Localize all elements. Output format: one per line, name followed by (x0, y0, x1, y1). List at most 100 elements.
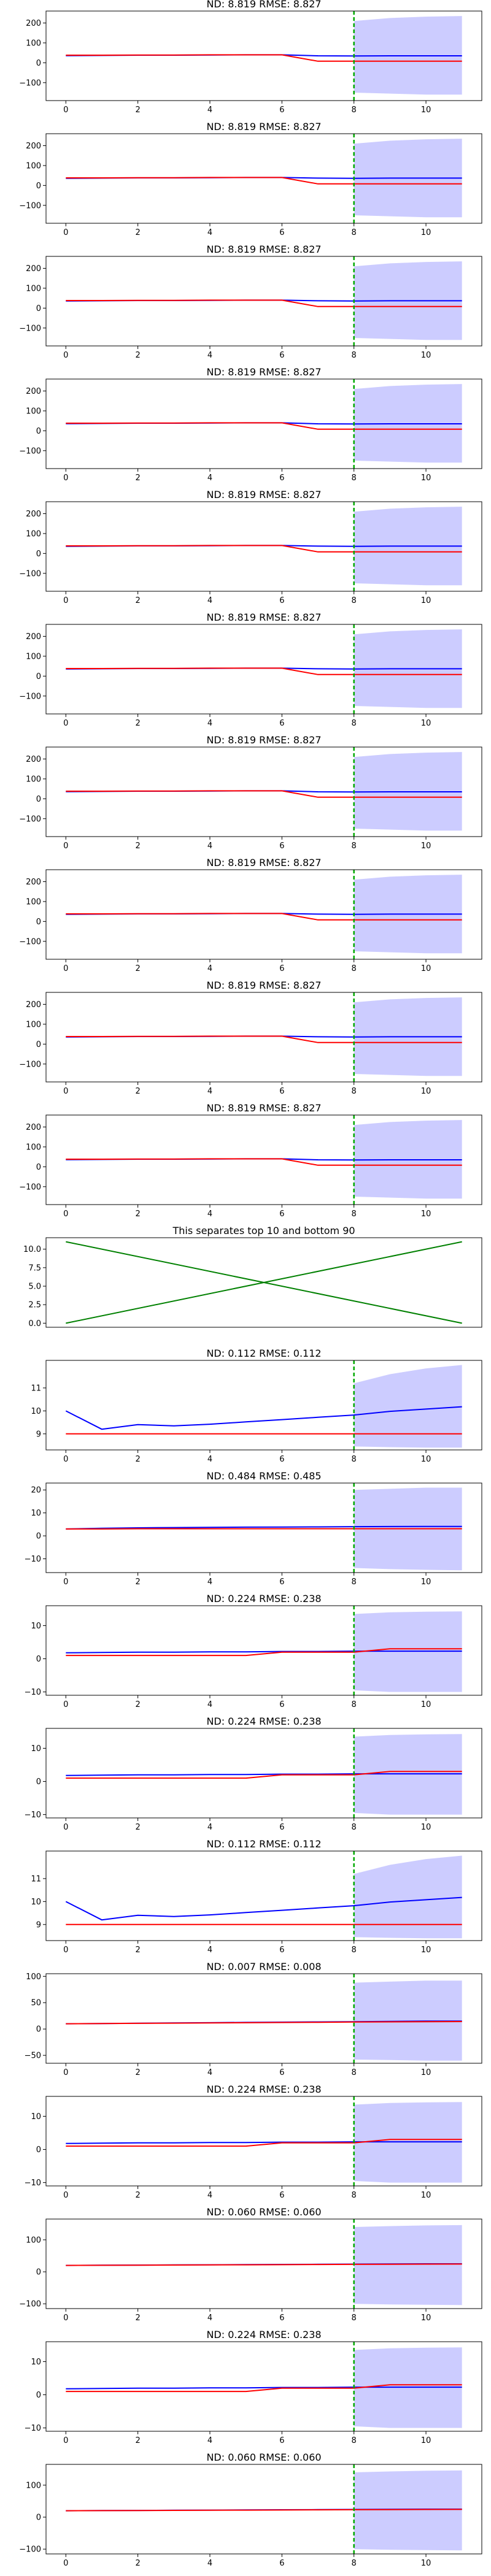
series-line-2 (66, 2021, 462, 2025)
axes-frame (45, 869, 482, 960)
x-tick-label: 2 (135, 1087, 140, 1096)
uncertainty-band (354, 2225, 462, 2306)
y-tick-label: 20 (31, 1486, 41, 1495)
x-tick-label: 8 (352, 2068, 357, 2077)
x-tick-label: 4 (207, 1455, 212, 1464)
x-tick-label: 8 (352, 964, 357, 973)
x-tick-label: 2 (135, 105, 140, 115)
subplot-12: ND: 0.112 RMSE: 0.112 0 2 4 6 8 10 9 10 11 (31, 1347, 482, 1464)
subplot-title: ND: 8.819 RMSE: 8.827 (206, 979, 321, 991)
y-tick-label: −100 (19, 937, 41, 946)
y-tick-label: −100 (19, 201, 41, 210)
y-tick-label: 11 (31, 1874, 41, 1884)
subplot-title: ND: 8.819 RMSE: 8.827 (206, 489, 321, 500)
plot-area (66, 1115, 462, 1205)
x-tick-label: 2 (135, 1823, 140, 1832)
y-tick-label: −10 (25, 2424, 41, 2433)
subplot-8: ND: 8.819 RMSE: 8.827 0 2 4 6 8 10 −100 0 100 200 (19, 857, 482, 973)
x-tick-label: 6 (279, 1945, 284, 1955)
y-tick-label: 200 (26, 510, 41, 519)
subplot-title: ND: 0.112 RMSE: 0.112 (206, 1838, 321, 1850)
x-tick-label: 4 (207, 105, 212, 115)
x-tick-label: 6 (279, 1823, 284, 1832)
plot-area (66, 1483, 462, 1573)
series-line-2 (66, 1648, 462, 1657)
x-tick-label: 6 (279, 2191, 284, 2200)
y-tick-label: 0 (36, 1163, 41, 1172)
plot-area (66, 134, 462, 223)
x-tick-label: 10 (421, 1700, 431, 1709)
x-tick-label: 4 (207, 964, 212, 973)
x-tick-label: 4 (207, 596, 212, 605)
y-tick-label: 0 (36, 59, 41, 68)
x-tick-label: 10 (421, 2559, 431, 2568)
x-tick-label: 2 (135, 1945, 140, 1955)
y-tick-label: 100 (26, 897, 41, 907)
subplot-title: ND: 8.819 RMSE: 8.827 (206, 857, 321, 868)
x-tick-label: 0 (63, 2313, 68, 2323)
y-tick-label: 10 (31, 1622, 41, 1631)
x-tick-label: 8 (352, 841, 357, 851)
x-tick-label: 6 (279, 596, 284, 605)
y-tick-label: 0 (36, 182, 41, 191)
y-tick-label: 10 (31, 2358, 41, 2367)
y-tick-label: 100 (26, 39, 41, 48)
plot-area (66, 379, 462, 469)
y-tick-label: 10 (31, 2112, 41, 2122)
y-tick-label: 7.5 (28, 1263, 41, 1273)
subplot-title: ND: 0.112 RMSE: 0.112 (206, 1347, 321, 1359)
x-tick-label: 4 (207, 841, 212, 851)
x-tick-label: 10 (421, 2068, 431, 2077)
x-tick-label: 0 (63, 964, 68, 973)
axes-frame (45, 992, 482, 1083)
axes-frame (45, 1850, 482, 1941)
x-tick-label: 0 (63, 105, 68, 115)
axes-frame (45, 2096, 482, 2187)
y-tick-label: 0 (36, 1655, 41, 1664)
x-tick-label: 10 (421, 1945, 431, 1955)
subplot-title: ND: 0.224 RMSE: 0.238 (206, 1715, 321, 1727)
series-line-2 (66, 667, 462, 675)
x-tick-label: 10 (421, 473, 431, 483)
y-tick-label: 0.0 (28, 1319, 41, 1328)
y-tick-label: 0 (36, 550, 41, 559)
series-line-2 (66, 422, 462, 430)
x-tick-label: 2 (135, 596, 140, 605)
y-tick-label: 200 (26, 632, 41, 642)
uncertainty-band (354, 1855, 462, 1939)
plot-area (66, 1974, 462, 2063)
axes-frame (45, 378, 482, 469)
subplot-title: ND: 8.819 RMSE: 8.827 (206, 1102, 321, 1114)
x-tick-label: 4 (207, 1823, 212, 1832)
x-tick-label: 10 (421, 1577, 431, 1587)
plot-area (66, 502, 462, 591)
x-tick-label: 10 (421, 2191, 431, 2200)
subplot-5: ND: 8.819 RMSE: 8.827 0 2 4 6 8 10 −100 0 100 200 (19, 489, 482, 605)
subplot-title: ND: 0.224 RMSE: 0.238 (206, 2083, 321, 2095)
y-tick-label: −100 (19, 1060, 41, 1069)
y-tick-label: 100 (26, 1972, 41, 1982)
subplot-title: ND: 0.060 RMSE: 0.060 (206, 2206, 321, 2218)
x-tick-label: 2 (135, 1700, 140, 1709)
axes-frame (45, 256, 482, 347)
x-tick-label: 6 (279, 105, 284, 115)
subplot-6: ND: 8.819 RMSE: 8.827 0 2 4 6 8 10 −100 0 100 200 (19, 611, 482, 728)
plot-area (66, 624, 462, 714)
subplot-7: ND: 8.819 RMSE: 8.827 0 2 4 6 8 10 −100 0 100 200 (19, 734, 482, 851)
series-line-2 (66, 2509, 462, 2512)
y-tick-label: 10 (31, 1509, 41, 1518)
axes-frame (45, 1237, 482, 1328)
x-tick-label: 8 (352, 1577, 357, 1587)
x-tick-label: 0 (63, 596, 68, 605)
x-tick-label: 2 (135, 841, 140, 851)
subplot-title: ND: 8.819 RMSE: 8.827 (206, 366, 321, 378)
axes-frame (45, 1605, 482, 1696)
x-tick-label: 2 (135, 228, 140, 237)
x-tick-label: 10 (421, 1455, 431, 1464)
x-tick-label: 4 (207, 1700, 212, 1709)
series-line-1 (66, 2386, 462, 2390)
y-tick-label: 10 (31, 1407, 41, 1416)
y-tick-label: 100 (26, 2481, 41, 2490)
x-tick-label: 8 (352, 2191, 357, 2200)
x-tick-label: 6 (279, 1700, 284, 1709)
